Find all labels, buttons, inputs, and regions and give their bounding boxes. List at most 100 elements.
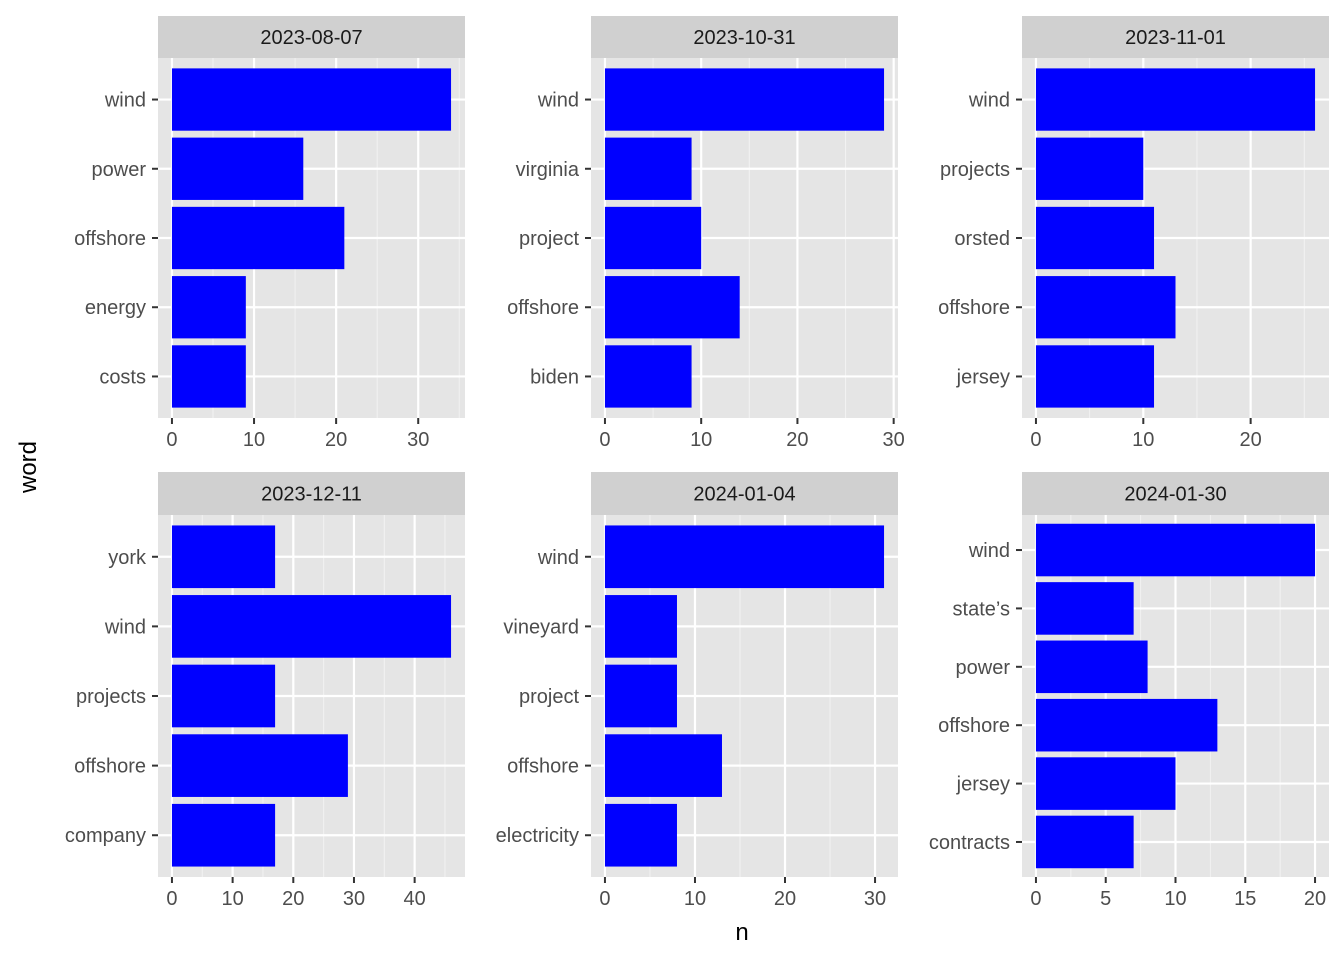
y-tick-label: wind xyxy=(104,90,146,112)
x-tick-label: 10 xyxy=(1164,888,1186,910)
y-tick-label: orsted xyxy=(954,228,1010,250)
y-tick-label: projects xyxy=(940,159,1010,181)
bar-jersey xyxy=(1035,757,1176,810)
x-tick-label: 0 xyxy=(166,888,177,910)
x-tick-label: 20 xyxy=(774,888,796,910)
bar-projects xyxy=(171,664,276,728)
x-tick-label: 10 xyxy=(690,429,712,451)
bar-offshore xyxy=(1035,276,1176,339)
bar-wind xyxy=(171,595,452,658)
facet-strip xyxy=(591,472,898,515)
x-tick-label: 10 xyxy=(243,429,265,451)
y-tick-label: virginia xyxy=(516,159,580,181)
y-tick-label: offshore xyxy=(74,228,146,250)
bar-york xyxy=(171,525,276,589)
y-tick-label: wind xyxy=(968,540,1010,562)
bar-contracts xyxy=(1035,815,1134,869)
bar-wind xyxy=(604,525,885,589)
y-axis-title: word xyxy=(15,441,42,494)
bar-virginia xyxy=(604,137,692,200)
bar-jersey xyxy=(1035,345,1155,408)
x-tick-label: 10 xyxy=(684,888,706,910)
y-tick-label: wind xyxy=(537,547,579,569)
bar-wind xyxy=(604,68,885,131)
bar-electricity xyxy=(604,803,677,867)
x-tick-label: 0 xyxy=(599,888,610,910)
x-tick-label: 20 xyxy=(1304,888,1326,910)
facet-strip xyxy=(158,16,465,58)
bar-power xyxy=(171,137,304,200)
y-tick-label: offshore xyxy=(507,756,579,778)
bar-project xyxy=(604,664,677,728)
y-tick-label: vineyard xyxy=(503,616,579,638)
facet-strip-label: 2023-10-31 xyxy=(693,27,795,49)
x-tick-label: 20 xyxy=(325,429,347,451)
x-tick-label: 20 xyxy=(1240,429,1262,451)
bar-offshore xyxy=(171,206,345,270)
y-tick-label: wind xyxy=(104,616,146,638)
x-tick-label: 10 xyxy=(222,888,244,910)
facet-strip-label: 2023-11-01 xyxy=(1125,27,1226,49)
x-tick-label: 30 xyxy=(883,429,905,451)
y-tick-label: wind xyxy=(968,90,1010,112)
x-tick-label: 40 xyxy=(404,888,426,910)
bar-biden xyxy=(604,345,692,408)
bar-project xyxy=(604,206,702,270)
x-tick-label: 20 xyxy=(282,888,304,910)
y-tick-label: jersey xyxy=(956,774,1010,796)
y-tick-label: power xyxy=(92,159,147,181)
x-tick-label: 0 xyxy=(166,429,177,451)
y-tick-label: state’s xyxy=(953,598,1010,620)
y-tick-label: company xyxy=(65,825,146,847)
y-tick-label: offshore xyxy=(74,756,146,778)
x-axis-title: n xyxy=(735,919,748,946)
bar-vineyard xyxy=(604,595,677,658)
bar-costs xyxy=(171,345,246,408)
y-tick-label: contracts xyxy=(929,832,1010,854)
x-tick-label: 10 xyxy=(1132,429,1154,451)
y-tick-label: offshore xyxy=(938,715,1010,737)
bar-offshore xyxy=(1035,698,1218,752)
bar-wind xyxy=(171,68,452,131)
x-tick-label: 30 xyxy=(407,429,429,451)
y-tick-label: project xyxy=(519,228,579,250)
bar-wind xyxy=(1035,68,1316,131)
facet-strip xyxy=(1022,472,1329,515)
y-tick-label: costs xyxy=(99,366,146,388)
y-tick-label: offshore xyxy=(507,297,579,319)
bar-orsted xyxy=(1035,206,1155,270)
bar-offshore xyxy=(604,734,722,797)
bar-wind xyxy=(1035,523,1316,577)
x-tick-label: 0 xyxy=(599,429,610,451)
y-tick-label: power xyxy=(956,657,1011,679)
x-tick-label: 15 xyxy=(1234,888,1256,910)
x-tick-label: 30 xyxy=(343,888,365,910)
bar-power xyxy=(1035,640,1148,694)
y-tick-label: wind xyxy=(537,90,579,112)
y-tick-label: offshore xyxy=(938,297,1010,319)
y-tick-label: biden xyxy=(530,366,579,388)
y-tick-label: york xyxy=(108,547,147,569)
x-tick-label: 0 xyxy=(1030,888,1041,910)
facet-strip-label: 2023-08-07 xyxy=(260,27,362,49)
bar-energy xyxy=(171,276,246,339)
y-tick-label: projects xyxy=(76,686,146,708)
facet-strip-label: 2024-01-30 xyxy=(1124,484,1226,506)
y-tick-label: electricity xyxy=(496,825,579,847)
x-tick-label: 5 xyxy=(1100,888,1111,910)
facet-strip xyxy=(1022,16,1329,58)
bar-state-s xyxy=(1035,582,1134,635)
x-tick-label: 30 xyxy=(864,888,886,910)
bar-offshore xyxy=(604,276,740,339)
facet-strip-label: 2023-12-11 xyxy=(261,484,362,506)
facet-strip xyxy=(591,16,898,58)
x-tick-label: 20 xyxy=(786,429,808,451)
y-tick-label: jersey xyxy=(956,366,1010,388)
y-tick-label: project xyxy=(519,686,579,708)
bar-offshore xyxy=(171,734,348,797)
facet-strip xyxy=(158,472,465,515)
y-tick-label: energy xyxy=(85,297,146,319)
facet-strip-label: 2024-01-04 xyxy=(693,484,795,506)
